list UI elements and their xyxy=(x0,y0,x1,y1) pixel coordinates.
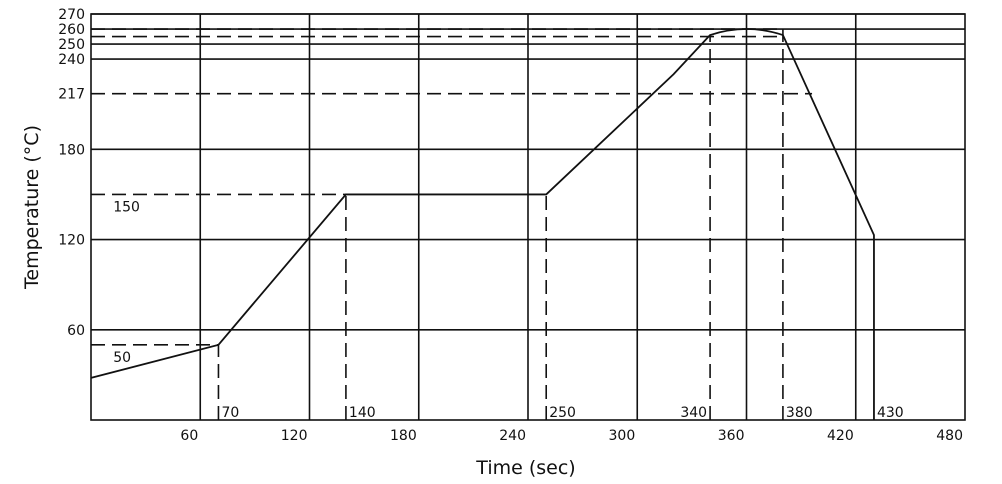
y-tick-label-250: 250 xyxy=(58,37,85,53)
annotations: 50 150 70 140 250 340 380 430 xyxy=(113,199,903,421)
y-tick-label-240: 240 xyxy=(58,52,85,68)
annotation-250: 250 xyxy=(549,405,576,421)
annotation-150: 150 xyxy=(113,199,140,215)
x-tick-label-120: 120 xyxy=(281,428,308,444)
x-tick-label-420: 420 xyxy=(827,428,854,444)
y-tick-label-270: 270 xyxy=(58,7,85,23)
x-tick-label-60: 60 xyxy=(180,428,198,444)
y-tick-label-60: 60 xyxy=(67,323,85,339)
temperature-profile xyxy=(90,28,875,420)
x-tick-label-480: 480 xyxy=(936,428,963,444)
y-tick-label-260: 260 xyxy=(58,22,85,38)
y-axis-title: Temperature (°C) xyxy=(21,125,43,290)
x-tick-labels: 60 120 180 240 300 360 420 480 xyxy=(180,428,963,444)
annotation-340: 340 xyxy=(680,405,707,421)
x-tick-label-180: 180 xyxy=(390,428,417,444)
y-tick-label-217: 217 xyxy=(58,87,85,103)
profile-line-0 xyxy=(90,28,875,420)
y-tick-label-120: 120 xyxy=(58,233,85,249)
annotation-70: 70 xyxy=(221,405,239,421)
annotation-380: 380 xyxy=(786,405,813,421)
x-tick-label-300: 300 xyxy=(609,428,636,444)
x-tick-label-240: 240 xyxy=(499,428,526,444)
x-tick-label-360: 360 xyxy=(718,428,745,444)
dashed-guides xyxy=(91,28,813,420)
y-tick-label-180: 180 xyxy=(58,142,85,158)
plot-frame xyxy=(90,13,966,421)
grid-lines xyxy=(91,13,965,420)
annotation-140: 140 xyxy=(349,405,376,421)
x-axis-title: Time (sec) xyxy=(475,457,575,479)
annotation-50: 50 xyxy=(113,350,131,366)
annotation-430: 430 xyxy=(877,405,904,421)
